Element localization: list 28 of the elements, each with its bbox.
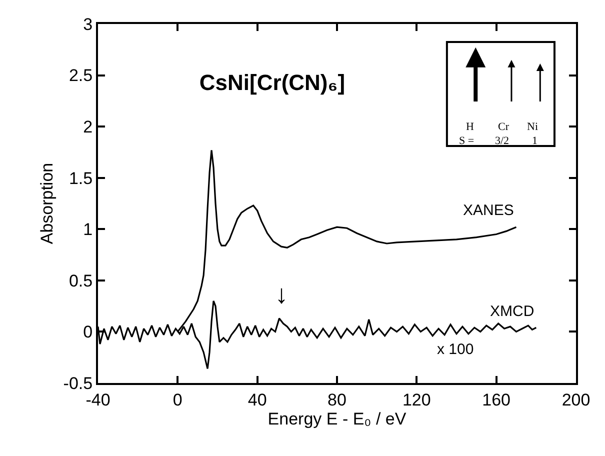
y-tick-label: 3 — [83, 14, 93, 34]
y-tick-label: 2.5 — [68, 66, 93, 86]
annotation: Cr — [498, 121, 510, 133]
y-tick-label: 1.5 — [68, 168, 93, 188]
series-label: XANES — [463, 202, 514, 219]
x-tick-label: 0 — [172, 390, 182, 410]
y-tick-label: 0.5 — [68, 271, 93, 290]
y-tick-label: 2 — [83, 118, 93, 137]
annotation: Ni — [527, 121, 538, 133]
annotation: 3/2 — [495, 135, 510, 147]
y-axis-title: Absorption — [37, 162, 56, 244]
annotation: S = — [459, 135, 474, 147]
x-tick-label: 120 — [402, 390, 431, 410]
x-tick-label: 80 — [328, 390, 346, 410]
x-tick-label: -40 — [86, 390, 110, 410]
y-tick-label: -0.5 — [63, 374, 93, 393]
x-tick-label: 160 — [482, 390, 511, 410]
x-tick-label: 200 — [562, 390, 590, 410]
annotation: 1 — [532, 135, 538, 147]
y-tick-label: 1 — [83, 220, 93, 240]
x-axis-title: Energy E - E₀ / eV — [268, 409, 407, 428]
text: CsNi[Cr(CN)₆] — [199, 70, 346, 95]
y-tick-label: 0 — [83, 322, 93, 342]
annotation: x 100 — [437, 341, 474, 358]
annotation: ↓ — [275, 279, 288, 309]
annotation: H — [466, 121, 474, 133]
series-label: XMCD — [490, 303, 534, 320]
x-tick-label: 40 — [248, 390, 267, 410]
